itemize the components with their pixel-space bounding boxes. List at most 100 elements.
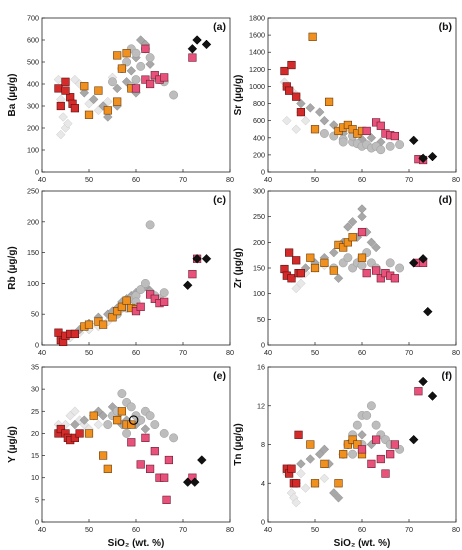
panel-1: 40 50 60 70 80020040060080010001200140016001… xyxy=(233,14,460,185)
data-point-grey-diamond xyxy=(319,444,330,455)
data-point-grey-circle xyxy=(352,420,362,430)
data-point-grey-circle xyxy=(103,420,113,430)
y-tick-label: 1400 xyxy=(249,48,265,57)
panel-0: 40 50 60 70 80 0 100 200 300 400 500 600 700 Ba (µg/g… xyxy=(7,14,234,185)
data-point-grey-diamond xyxy=(366,133,377,143)
data-point-orange-square xyxy=(80,82,89,91)
data-point-grey-diamond xyxy=(112,83,122,94)
data-point-pink-square xyxy=(357,227,367,237)
data-point-grey-circle xyxy=(376,145,386,155)
data-point-red-square xyxy=(70,433,79,442)
y-tick-label: 150 xyxy=(27,248,39,257)
data-point-orange-square xyxy=(117,64,126,73)
data-point-orange-square xyxy=(306,440,315,449)
data-point-pink-square xyxy=(146,79,155,89)
data-point-orange-square xyxy=(310,479,320,488)
x-tick-label: 60 xyxy=(132,525,140,534)
data-point-grey-diamond xyxy=(103,112,113,122)
x-tick-label: 70 xyxy=(179,525,187,534)
data-point-pink-square xyxy=(357,445,367,454)
x-tick-label: 70 xyxy=(405,175,413,184)
data-point-pink-square xyxy=(376,454,385,464)
y-tick-label: 1200 xyxy=(249,65,265,74)
y-tick-label: 700 xyxy=(27,14,39,23)
data-point-pink-square xyxy=(141,75,150,84)
y-tick-label: 50 xyxy=(257,315,265,324)
y-tick-label: 150 xyxy=(253,264,265,273)
x-tick-label: 80 xyxy=(226,348,234,357)
panel-4: 40 50 60 70 80 0 5 10 15 20 25 30 35 Y (µg/g) SiO₂ (wt… xyxy=(7,363,234,550)
x-tick-label: 60 xyxy=(358,525,366,534)
data-point-red-square xyxy=(54,328,63,337)
data-point-grey-circle xyxy=(357,260,367,270)
data-point-pink-square xyxy=(131,84,141,93)
data-point-orange-square xyxy=(84,429,94,438)
data-point-grey-circle xyxy=(169,433,179,443)
data-point-grey-circle xyxy=(117,389,127,399)
y-tick-label: 10 xyxy=(31,473,39,482)
panel-label: (e) xyxy=(213,370,226,382)
y-tick-label: 300 xyxy=(27,102,39,111)
data-point-red-square xyxy=(61,86,70,95)
y-axis-label: Rb (µg/g) xyxy=(7,246,18,290)
y-tick-label: 600 xyxy=(253,116,265,125)
data-point-red-square xyxy=(56,101,65,111)
x-axis-label: SiO₂ (wt. %) xyxy=(334,538,391,549)
data-point-grey-diamond xyxy=(343,222,353,232)
x-tick-label: 80 xyxy=(452,525,460,534)
data-point-orange-square xyxy=(308,32,317,41)
data-point-grey-diamond xyxy=(371,242,381,253)
data-point-grey-diamond xyxy=(296,98,306,109)
y-tick-label: 25 xyxy=(31,407,39,416)
y-tick-label: 15 xyxy=(31,451,39,460)
data-point-grey-diamond xyxy=(145,59,155,69)
data-point-black-diamond xyxy=(427,151,438,162)
data-point-grey-circle xyxy=(385,258,395,268)
data-point-grey-circle xyxy=(159,428,169,438)
y-tick-label: 1600 xyxy=(249,31,265,40)
x-tick-label: 60 xyxy=(358,348,366,357)
data-point-light-diamond xyxy=(58,112,68,122)
data-point-red-square xyxy=(292,256,301,265)
data-point-grey-circle xyxy=(140,278,150,288)
data-point-grey-diamond xyxy=(98,410,108,421)
data-point-red-square xyxy=(296,108,306,117)
data-point-light-diamond xyxy=(300,483,311,493)
x-tick-label: 40 xyxy=(38,525,46,534)
y-tick-label: 400 xyxy=(253,133,265,142)
data-point-orange-square xyxy=(122,296,131,305)
data-point-grey-circle xyxy=(169,90,179,100)
data-point-red-square xyxy=(54,84,63,93)
data-point-grey-circle xyxy=(371,420,381,430)
x-tick-label: 50 xyxy=(311,175,319,184)
panel-3: 40 50 60 70 80 0 50 100 150 200 250 300 Zr (µg/g) (d) xyxy=(233,187,460,358)
data-point-pink-square xyxy=(150,71,159,80)
data-point-black-diamond xyxy=(408,258,419,268)
data-point-black-diamond xyxy=(201,254,212,264)
data-point-orange-square xyxy=(117,302,126,311)
data-point-black-diamond xyxy=(187,44,198,54)
data-point-orange-square xyxy=(99,320,108,329)
y-tick-label: 0 xyxy=(35,518,39,527)
y-tick-label: 800 xyxy=(253,99,265,108)
data-point-grey-circle xyxy=(126,402,136,412)
data-point-orange-square xyxy=(84,110,94,119)
data-point-pink-square xyxy=(362,269,371,278)
data-point-black-diamond xyxy=(408,135,419,146)
x-tick-label: 80 xyxy=(452,175,460,184)
data-point-grey-circle xyxy=(343,253,353,263)
data-point-orange-square xyxy=(84,320,94,329)
data-point-black-diamond xyxy=(189,477,200,487)
data-point-orange-square xyxy=(108,313,117,322)
panel-label: (d) xyxy=(439,194,452,206)
data-point-black-diamond xyxy=(182,280,193,291)
y-tick-label: 500 xyxy=(27,58,39,67)
data-point-red-square xyxy=(287,464,296,473)
y-axis-label: Ba (µg/g) xyxy=(7,74,18,117)
x-tick-label: 80 xyxy=(452,348,460,357)
data-point-orange-square xyxy=(113,416,122,425)
data-point-grey-diamond xyxy=(305,103,316,113)
data-point-pink-square xyxy=(188,53,197,62)
data-point-pink-square xyxy=(371,266,381,275)
